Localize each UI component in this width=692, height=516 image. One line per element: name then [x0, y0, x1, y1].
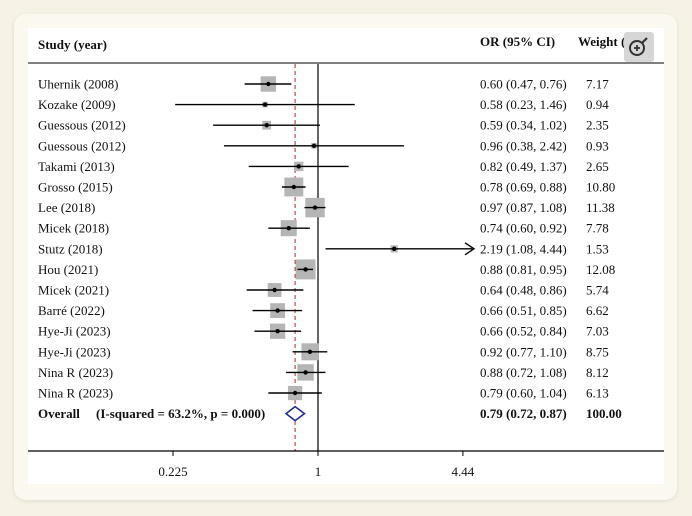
study-weight: 2.35	[586, 118, 609, 133]
study-point-estimate	[311, 143, 317, 148]
x-tick-label: 1	[315, 464, 322, 479]
study-or-ci: 0.88 (0.81, 0.95)	[480, 262, 567, 277]
study-or-ci: 0.97 (0.87, 1.08)	[480, 200, 567, 215]
header-or-ci: OR (95% CI)	[480, 34, 555, 49]
study-label: Nina R (2023)	[38, 386, 113, 401]
study-point-estimate	[262, 102, 268, 107]
overall-diamond	[284, 405, 306, 422]
study-or-ci: 0.79 (0.60, 1.04)	[480, 386, 567, 401]
study-label: Takami (2013)	[38, 159, 115, 174]
study-weight: 10.80	[586, 180, 615, 195]
study-or-ci: 2.19 (1.08, 4.44)	[480, 241, 567, 256]
study-or-ci: 0.82 (0.49, 1.37)	[480, 159, 567, 174]
study-or-ci: 0.64 (0.48, 0.86)	[480, 283, 567, 298]
study-or-ci: 0.60 (0.47, 0.76)	[480, 77, 567, 92]
study-label: Guessous (2012)	[38, 138, 126, 153]
study-point-estimate	[272, 287, 277, 293]
study-point-estimate	[264, 123, 269, 128]
ci-overflow-arrow	[464, 242, 476, 256]
study-weight: 6.62	[586, 303, 609, 318]
header-study: Study (year)	[38, 37, 107, 52]
study-weight: 8.12	[586, 365, 609, 380]
x-tick-label: 4.44	[452, 464, 475, 479]
study-label: Stutz (2018)	[38, 241, 103, 256]
study-label: Grosso (2015)	[38, 180, 113, 195]
study-weight: 7.03	[586, 324, 609, 339]
study-weight: 12.08	[586, 262, 615, 277]
zoom-button[interactable]	[624, 32, 654, 62]
study-point-estimate	[275, 308, 280, 313]
study-point-estimate	[296, 164, 301, 169]
study-label: Nina R (2023)	[38, 365, 113, 380]
study-or-ci: 0.74 (0.60, 0.92)	[480, 221, 567, 236]
study-label: Hou (2021)	[38, 262, 98, 277]
study-point-estimate	[291, 184, 297, 190]
study-or-ci: 0.66 (0.51, 0.85)	[480, 303, 567, 318]
study-weight: 7.17	[586, 77, 609, 92]
study-point-estimate	[303, 267, 308, 272]
zoom-in-icon	[629, 37, 648, 56]
study-weight: 2.65	[586, 159, 609, 174]
study-weight: 7.78	[586, 221, 609, 236]
study-label: Guessous (2012)	[38, 118, 126, 133]
study-point-estimate	[266, 81, 271, 87]
study-label: Lee (2018)	[38, 200, 95, 215]
overall-heterogeneity: (I-squared = 63.2%, p = 0.000)	[96, 406, 265, 421]
study-point-estimate	[286, 226, 291, 231]
overall-or-ci: 0.79 (0.72, 0.87)	[480, 406, 567, 421]
study-label: Barré (2022)	[38, 303, 105, 318]
study-point-estimate	[303, 370, 308, 375]
study-weight: 6.13	[586, 386, 609, 401]
study-label: Micek (2021)	[38, 283, 109, 298]
study-point-estimate	[312, 205, 318, 210]
study-or-ci: 0.59 (0.34, 1.02)	[480, 118, 567, 133]
overall-weight: 100.00	[586, 406, 622, 421]
overall-label: Overall	[38, 406, 80, 421]
study-label: Kozake (2009)	[38, 97, 116, 112]
study-or-ci: 0.88 (0.72, 1.08)	[480, 365, 567, 380]
study-point-estimate	[292, 390, 298, 396]
study-label: Hye-Ji (2023)	[38, 344, 111, 359]
study-weight: 8.75	[586, 344, 609, 359]
study-label: Uhernik (2008)	[38, 77, 119, 92]
study-point-estimate	[392, 246, 397, 251]
study-weight: 0.94	[586, 97, 609, 112]
study-or-ci: 0.66 (0.52, 0.84)	[480, 324, 567, 339]
study-weight: 11.38	[586, 200, 615, 215]
study-or-ci: 0.58 (0.23, 1.46)	[480, 97, 567, 112]
study-weight: 5.74	[586, 283, 609, 298]
study-weight: 0.93	[586, 138, 609, 153]
study-or-ci: 0.78 (0.69, 0.88)	[480, 180, 567, 195]
study-label: Micek (2018)	[38, 221, 109, 236]
study-point-estimate	[307, 349, 313, 354]
x-tick-label: 0.225	[158, 464, 187, 479]
study-point-estimate	[275, 329, 280, 334]
study-or-ci: 0.96 (0.38, 2.42)	[480, 138, 567, 153]
study-weight: 1.53	[586, 241, 609, 256]
study-label: Hye-Ji (2023)	[38, 324, 111, 339]
study-or-ci: 0.92 (0.77, 1.10)	[480, 344, 567, 359]
